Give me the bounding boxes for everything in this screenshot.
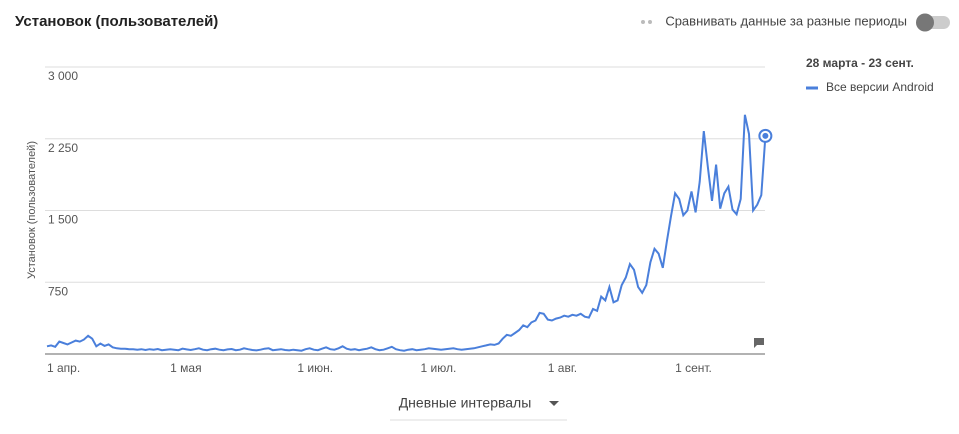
flag-icon[interactable] (754, 338, 764, 348)
bullet (648, 20, 652, 24)
x-tick-label: 1 июн. (297, 361, 333, 375)
compare-label: Сравнивать данные за разные периоды (665, 13, 907, 28)
hover-marker-dot (762, 132, 769, 139)
x-tick-label: 1 сент. (675, 361, 712, 375)
legend-entry: Все версии Android (826, 80, 934, 94)
y-tick-label: 3 000 (48, 69, 78, 83)
line (46, 114, 767, 352)
x-tick-label: 1 июл. (421, 361, 457, 375)
toggle-knob (916, 13, 934, 32)
bullet (641, 20, 645, 24)
y-axis-label: Установок (пользователей) (26, 141, 38, 279)
y-tick-label: 750 (48, 284, 68, 298)
y-tick-label: 2 250 (48, 141, 78, 155)
title: Установок (пользователей) (15, 13, 218, 30)
x-tick-label: 1 авг. (548, 361, 577, 375)
dropdown-arrow[interactable] (549, 401, 559, 406)
interval-dropdown[interactable]: Дневные интервалы (399, 395, 532, 411)
x-tick-label: 1 апр. (47, 361, 80, 375)
x-tick-label: 1 мая (170, 361, 201, 375)
toggle[interactable] (916, 13, 950, 32)
y-tick-label: 1 500 (48, 213, 78, 227)
legend-title: 28 марта - 23 сент. (806, 56, 914, 70)
